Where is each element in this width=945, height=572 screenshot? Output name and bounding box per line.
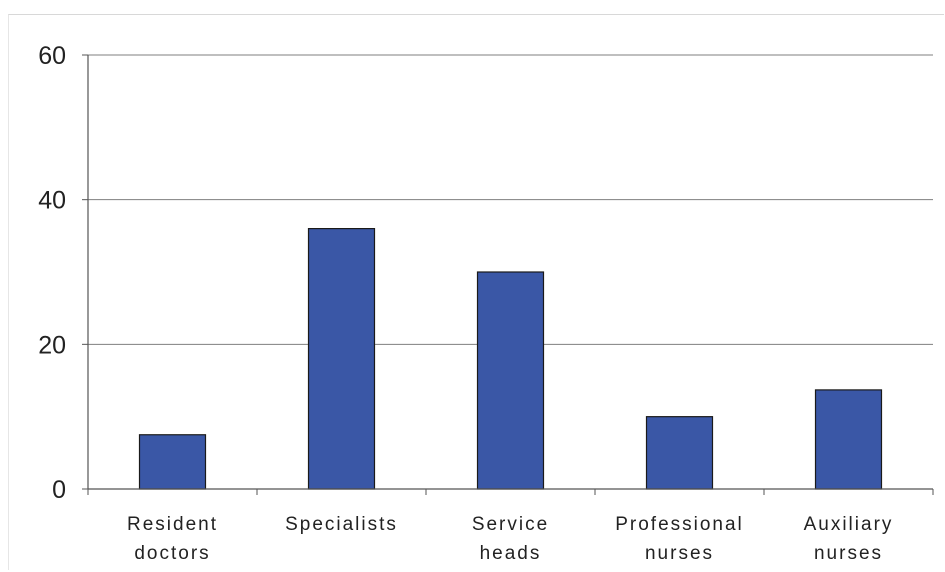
x-tick-label: nurses (814, 543, 883, 564)
x-tick-label: Service (472, 514, 549, 535)
bar (307, 228, 376, 490)
bars (138, 228, 883, 490)
x-tick-label: Resident (127, 514, 218, 535)
y-tick-label: 0 (52, 476, 66, 504)
bar (476, 271, 545, 490)
bar (645, 416, 714, 490)
x-tick-label: nurses (645, 543, 714, 564)
y-tick-label: 20 (38, 331, 66, 359)
x-tick-label: doctors (134, 543, 210, 564)
x-tick-label: Specialists (285, 514, 398, 535)
x-tick-label: heads (480, 543, 542, 564)
x-tick-label: Auxiliary (804, 514, 894, 535)
chart-frame (8, 14, 944, 570)
bar (138, 434, 207, 490)
bar (814, 389, 883, 490)
y-tick-label: 60 (38, 42, 66, 70)
x-tick-label: Professional (615, 514, 744, 535)
axes (82, 54, 934, 495)
y-tick-label: 40 (38, 187, 66, 215)
labels: 0 20 40 60 Resident doctors Specialists Service… (38, 42, 894, 564)
